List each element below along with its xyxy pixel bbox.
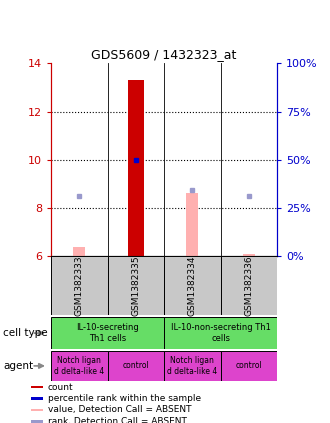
Text: GSM1382336: GSM1382336 (245, 255, 253, 316)
Text: GSM1382335: GSM1382335 (131, 255, 141, 316)
Bar (51, 256, 108, 315)
Text: GSM1382333: GSM1382333 (75, 255, 84, 316)
Text: control: control (122, 361, 149, 371)
Text: control: control (236, 361, 262, 371)
Bar (51, 317, 164, 349)
Bar (186, 193, 198, 256)
Text: value, Detection Call = ABSENT: value, Detection Call = ABSENT (48, 405, 191, 415)
Bar (128, 80, 144, 256)
Text: IL-10-non-secreting Th1
cells: IL-10-non-secreting Th1 cells (171, 324, 271, 343)
Bar (108, 256, 164, 315)
Bar (74, 247, 85, 256)
Bar (31, 386, 43, 388)
Text: IL-10-secreting
Th1 cells: IL-10-secreting Th1 cells (76, 324, 139, 343)
Bar (51, 351, 108, 381)
Text: percentile rank within the sample: percentile rank within the sample (48, 394, 201, 403)
Bar (221, 351, 277, 381)
Text: cell type: cell type (3, 328, 48, 338)
Bar (243, 254, 255, 256)
Text: Notch ligan
d delta-like 4: Notch ligan d delta-like 4 (54, 356, 105, 376)
Text: Notch ligan
d delta-like 4: Notch ligan d delta-like 4 (167, 356, 217, 376)
Text: count: count (48, 382, 74, 392)
Bar (108, 351, 164, 381)
Text: GSM1382334: GSM1382334 (188, 255, 197, 316)
Bar (31, 397, 43, 400)
Bar (221, 256, 277, 315)
Title: GDS5609 / 1432323_at: GDS5609 / 1432323_at (91, 48, 237, 61)
Bar (31, 409, 43, 411)
Text: rank, Detection Call = ABSENT: rank, Detection Call = ABSENT (48, 417, 187, 423)
Bar (31, 420, 43, 423)
Text: agent: agent (3, 361, 33, 371)
Bar (164, 256, 221, 315)
Bar (164, 351, 221, 381)
Bar (164, 317, 277, 349)
